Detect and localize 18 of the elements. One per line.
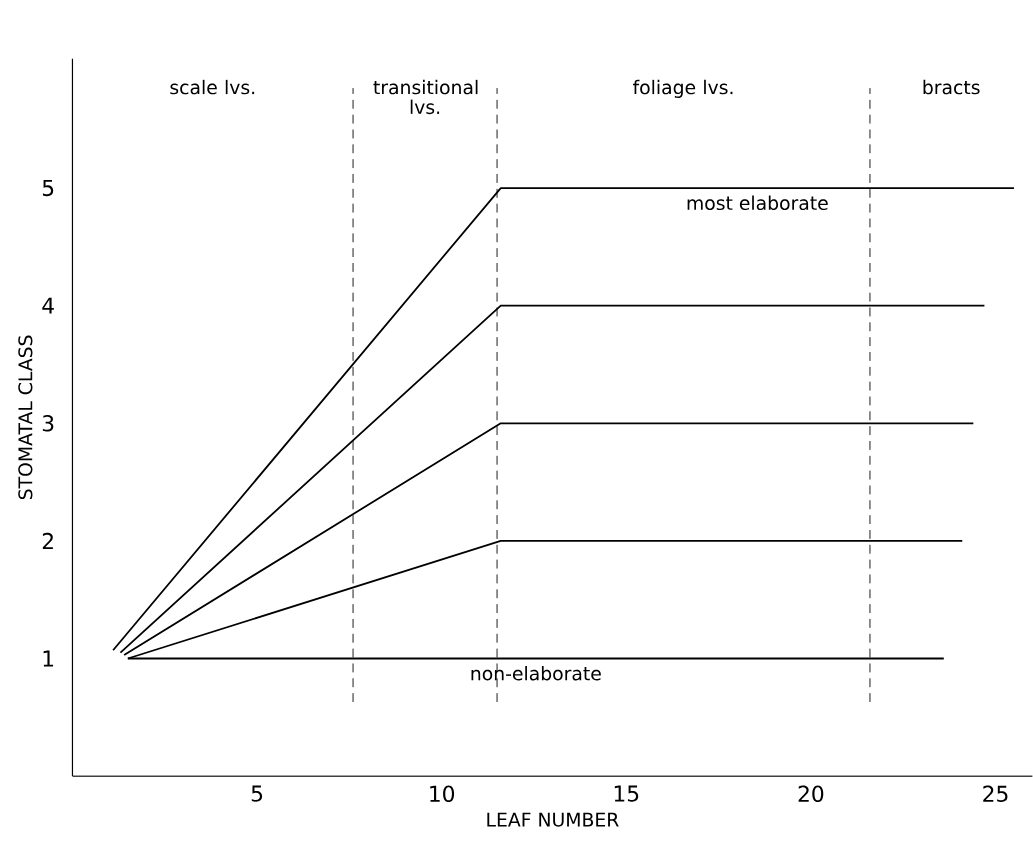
annotation: foliage lvs.: [632, 80, 733, 99]
y-tick-label: 2: [42, 533, 53, 550]
series-label: non-elaborate: [471, 666, 601, 681]
annotation: transitional lvs.: [373, 80, 478, 115]
x-tick-label: 5: [251, 785, 263, 802]
y-axis-title: STOMATAL CLASS: [18, 335, 33, 500]
y-tick-label: 1: [43, 650, 54, 667]
x-tick-label: 15: [614, 785, 639, 802]
series-label: most elaborate: [687, 195, 828, 211]
y-tick-label: 4: [42, 297, 54, 314]
y-tick-label: 3: [42, 415, 54, 432]
x-tick-label: 25: [983, 785, 1008, 803]
annotation: scale lvs.: [170, 80, 255, 95]
x-tick-label: 20: [798, 785, 824, 803]
x-tick-label: 10: [430, 785, 455, 803]
y-tick-label: 5: [42, 180, 54, 197]
annotation: bracts: [923, 80, 980, 95]
x-axis-title: LEAF NUMBER: [487, 812, 619, 827]
